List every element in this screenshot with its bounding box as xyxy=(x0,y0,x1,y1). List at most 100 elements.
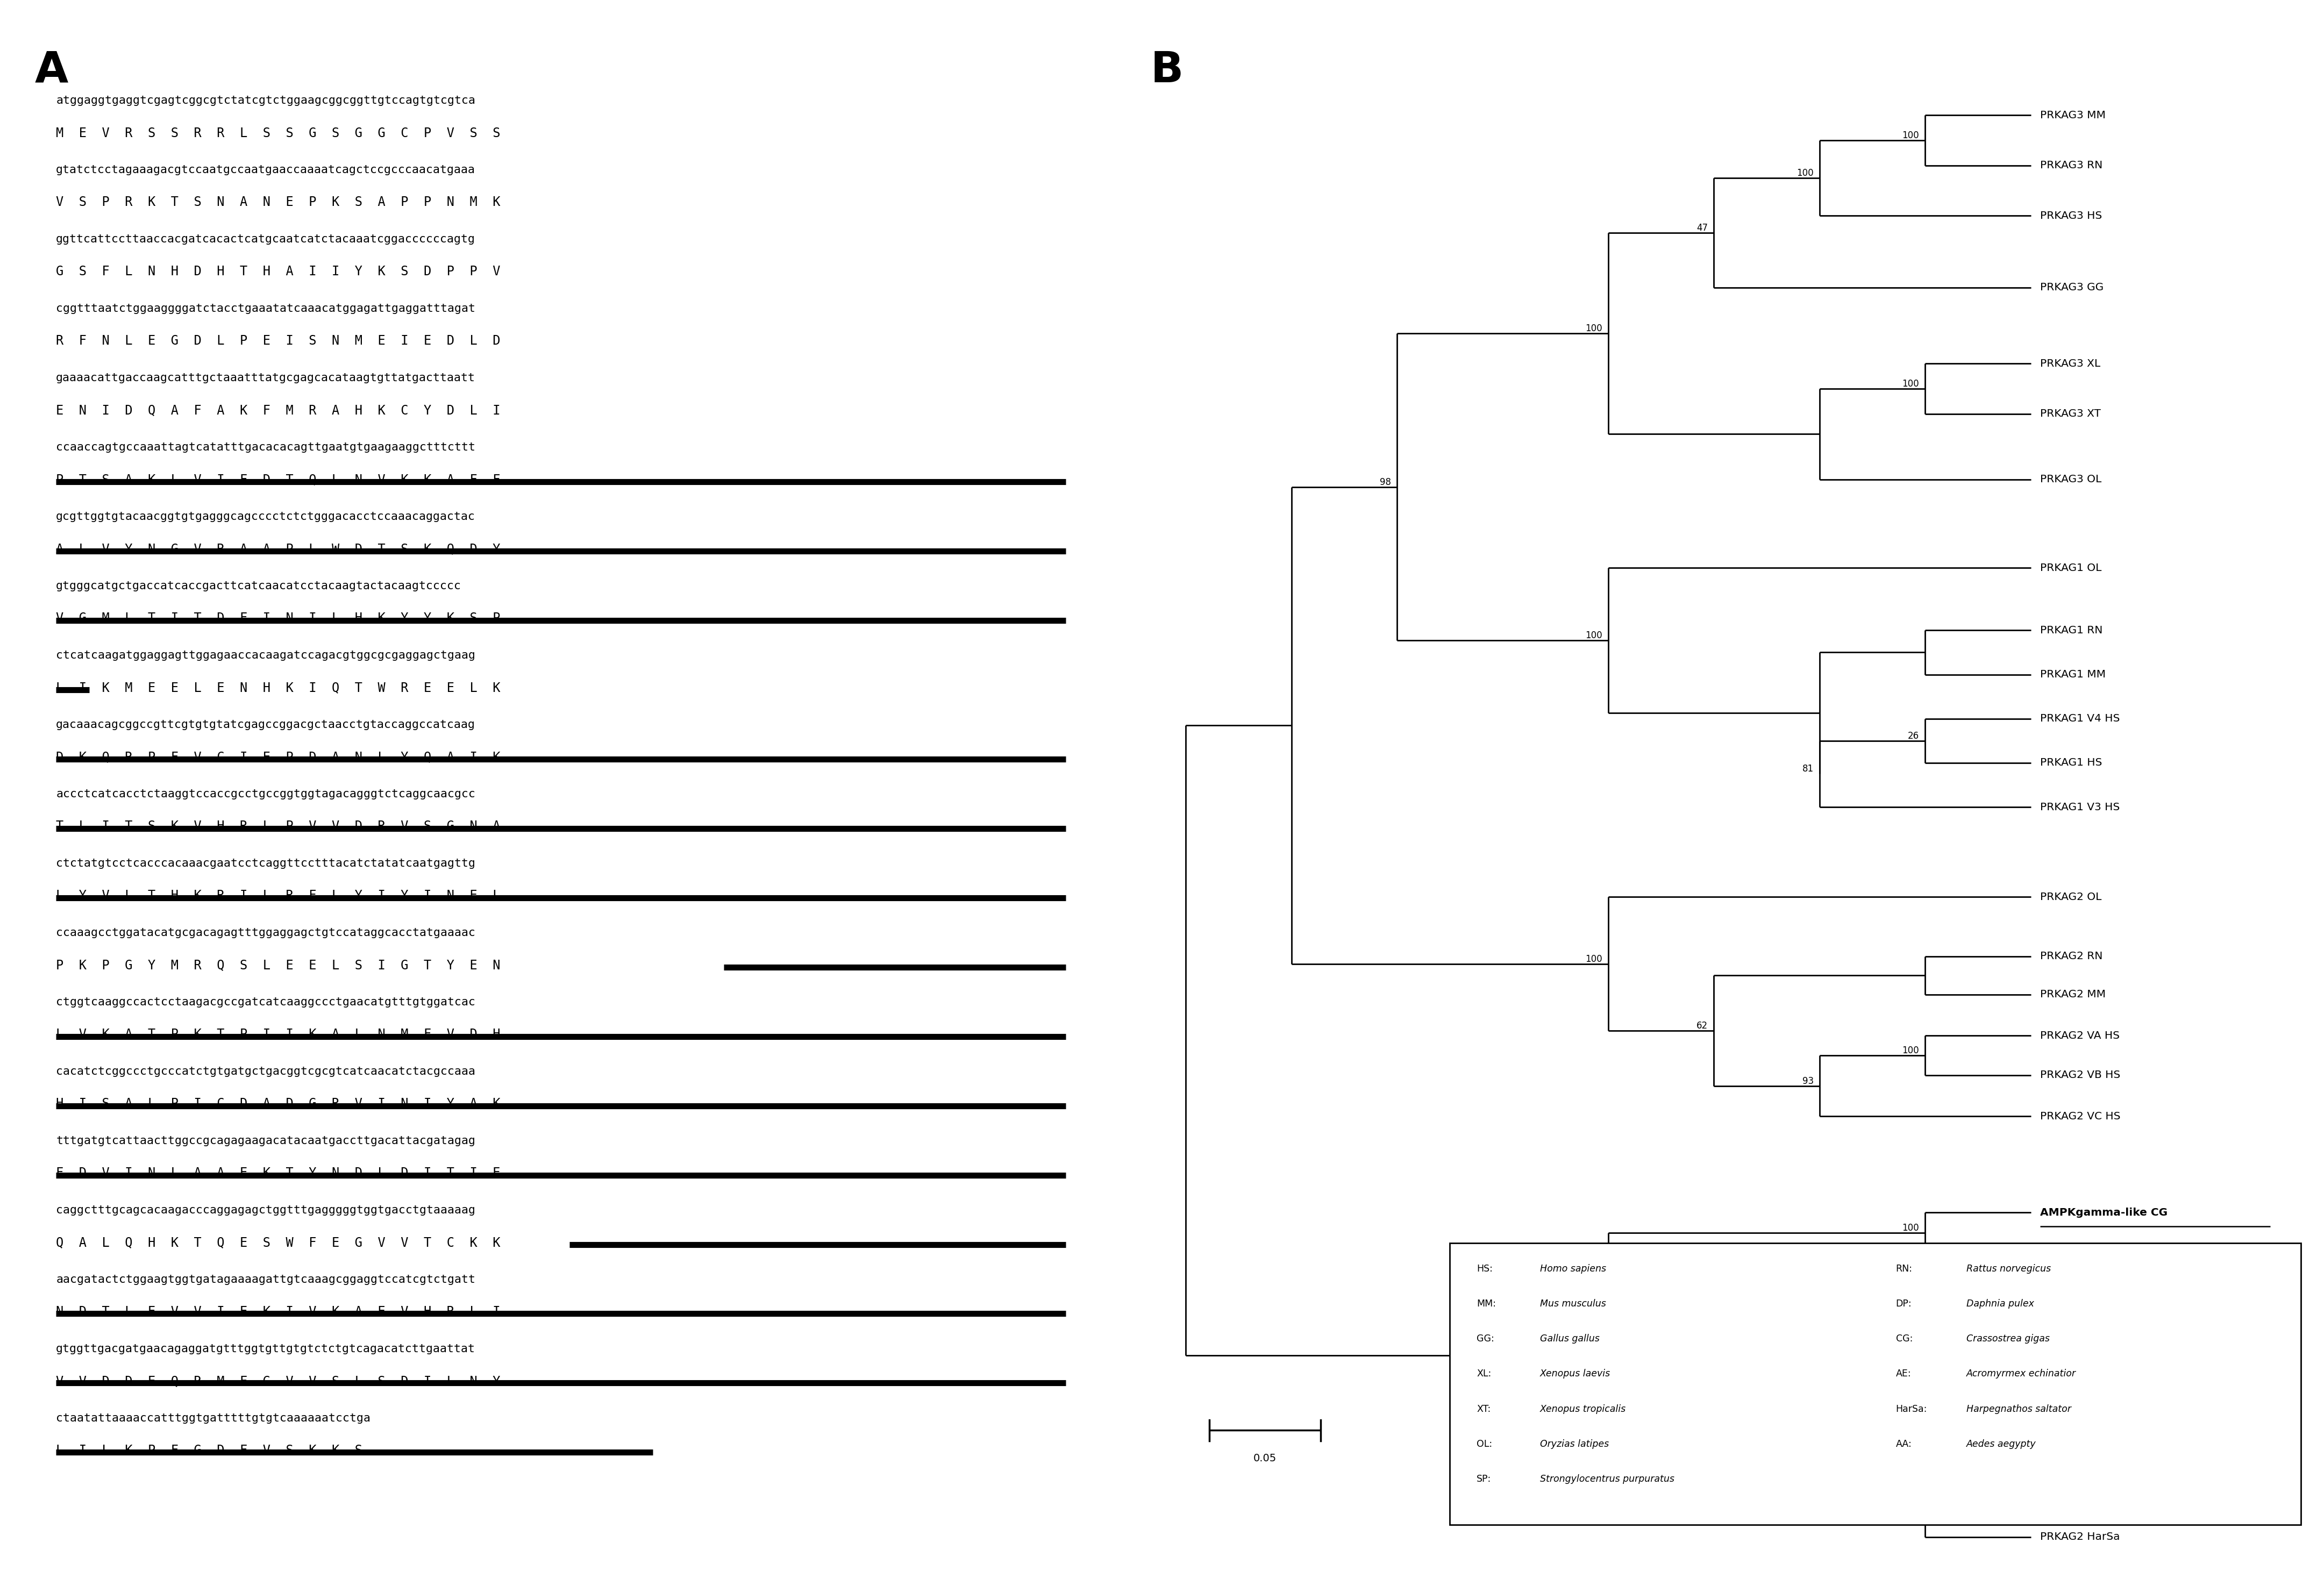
Text: HarSa:: HarSa: xyxy=(1896,1404,1927,1414)
Text: Acromyrmex echinatior: Acromyrmex echinatior xyxy=(1966,1368,2075,1379)
Text: Xenopus laevis: Xenopus laevis xyxy=(1541,1368,1611,1379)
Text: DP:: DP: xyxy=(1896,1299,1913,1309)
Text: gaaaacattgaccaagcatttgctaaatttatgcgagcacataagtgttatgacttaatt: gaaaacattgaccaagcatttgctaaatttatgcgagcac… xyxy=(56,372,476,383)
Text: 100: 100 xyxy=(1585,632,1601,641)
Text: AMPKgamma-like CG: AMPKgamma-like CG xyxy=(2040,1207,2168,1218)
Text: T  L  I  T  S  K  V  H  R  L  P  V  V  D  R  V  S  G  N  A: T L I T S K V H R L P V V D R V S G N A xyxy=(56,820,500,833)
Text: P  K  P  G  Y  M  R  Q  S  L  E  E  L  S  I  G  T  Y  E  N: P K P G Y M R Q S L E E L S I G T Y E N xyxy=(56,958,500,971)
Text: PRKAG3 RN: PRKAG3 RN xyxy=(2040,160,2103,171)
Text: ctcatcaagatggaggagttggagaaccacaagatccagacgtggcgcgaggagctgaag: ctcatcaagatggaggagttggagaaccacaagatccaga… xyxy=(56,650,476,661)
Text: gtatctcctagaaagacgtccaatgccaatgaaccaaaatcagctccgcccaacatgaaa: gtatctcctagaaagacgtccaatgccaatgaaccaaaat… xyxy=(56,165,476,176)
Text: 47: 47 xyxy=(1697,223,1708,233)
Text: ccaaagcctggatacatgcgacagagtttggaggagctgtccataggcacctatgaaaac: ccaaagcctggatacatgcgacagagtttggaggagctgt… xyxy=(56,927,476,938)
Text: P  T  S  A  K  L  V  I  F  D  T  Q  L  N  V  K  K  A  F  F: P T S A K L V I F D T Q L N V K K A F F xyxy=(56,473,500,485)
Text: gacaaacagcggccgttcgtgtgtatcgagccggacgctaacctgtaccaggccatcaag: gacaaacagcggccgttcgtgtgtatcgagccggacgcta… xyxy=(56,720,476,731)
Text: ctggtcaaggccactcctaagacgccgatcatcaaggccctgaacatgtttgtggatcac: ctggtcaaggccactcctaagacgccgatcatcaaggccc… xyxy=(56,996,476,1007)
Text: ctaatattaaaaccatttggtgatttttgtgtcaaaaaatcctga: ctaatattaaaaccatttggtgatttttgtgtcaaaaaat… xyxy=(56,1412,370,1423)
Text: gtgggcatgctgaccatcaccgacttcatcaacatcctacaagtactacaagtccccc: gtgggcatgctgaccatcaccgacttcatcaacatcctac… xyxy=(56,581,462,592)
Text: OL:: OL: xyxy=(1476,1439,1492,1448)
Text: ggttcattccttaaccacgatcacactcatgcaatcatctacaaatcggaccccccagtg: ggttcattccttaaccacgatcacactcatgcaatcatct… xyxy=(56,234,476,245)
Text: accctcatcacctctaaggtccaccgcctgccggtggtagacagggtctcaggcaacgcc: accctcatcacctctaaggtccaccgcctgccggtggtag… xyxy=(56,789,476,800)
Text: 100: 100 xyxy=(1903,379,1920,388)
Text: A: A xyxy=(35,50,67,91)
Text: 100: 100 xyxy=(1796,168,1813,178)
Text: XL:: XL: xyxy=(1476,1368,1492,1379)
Text: Aedes aegypty: Aedes aegypty xyxy=(1966,1439,2036,1448)
Text: PRKAG3 XT: PRKAG3 XT xyxy=(2040,408,2101,419)
Text: Oryzias latipes: Oryzias latipes xyxy=(1541,1439,1608,1448)
Text: PRKAG3 OL: PRKAG3 OL xyxy=(2040,474,2101,484)
Text: N  D  T  L  E  V  V  I  E  K  I  V  K  A  E  V  H  R  L  I: N D T L E V V I E K I V K A E V H R L I xyxy=(56,1306,500,1318)
Text: Gallus gallus: Gallus gallus xyxy=(1541,1334,1599,1343)
Text: Homo sapiens: Homo sapiens xyxy=(1541,1265,1606,1274)
Text: Rattus norvegicus: Rattus norvegicus xyxy=(1966,1265,2050,1274)
Text: HS:: HS: xyxy=(1476,1265,1492,1274)
Text: PRKAG2 MM: PRKAG2 MM xyxy=(2040,990,2106,999)
Text: R  F  N  L  E  G  D  L  P  E  I  S  N  M  E  I  E  D  L  D: R F N L E G D L P E I S N M E I E D L D xyxy=(56,335,500,347)
Text: 62: 62 xyxy=(1697,1021,1708,1031)
Text: XT:: XT: xyxy=(1476,1404,1492,1414)
Text: 100: 100 xyxy=(1585,324,1601,333)
Text: PRKAG2 AE: PRKAG2 AE xyxy=(2040,1492,2101,1502)
Text: RN:: RN: xyxy=(1896,1265,1913,1274)
Text: Q  A  L  Q  H  K  T  Q  E  S  W  F  E  G  V  V  T  C  K  K: Q A L Q H K T Q E S W F E G V V T C K K xyxy=(56,1236,500,1249)
Text: PRKAG3 HS: PRKAG3 HS xyxy=(2040,211,2103,222)
Text: cggtttaatctggaaggggatctacctgaaatatcaaacatggagattgaggatttagat: cggtttaatctggaaggggatctacctgaaatatcaaaca… xyxy=(56,303,476,314)
Text: G  S  F  L  N  H  D  H  T  H  A  I  I  Y  K  S  D  P  P  V: G S F L N H D H T H A I I Y K S D P P V xyxy=(56,265,500,278)
Text: E  N  I  D  Q  A  F  A  K  F  M  R  A  H  K  C  Y  D  L  I: E N I D Q A F A K F M R A H K C Y D L I xyxy=(56,404,500,416)
Text: gtggttgacgatgaacagaggatgtttggtgttgtgtctctgtcagacatcttgaattat: gtggttgacgatgaacagaggatgtttggtgttgtgtctc… xyxy=(56,1343,476,1354)
Text: MM:: MM: xyxy=(1476,1299,1497,1309)
Text: AMPKgamma 2 CG: AMPKgamma 2 CG xyxy=(2040,1249,2143,1258)
Text: PRKAG3 GG: PRKAG3 GG xyxy=(2040,283,2103,292)
Text: ctctatgtcctcacccacaaacgaatcctcaggttcctttacatctatatcaatgagttg: ctctatgtcctcacccacaaacgaatcctcaggttccttt… xyxy=(56,858,476,869)
Text: Harpegnathos saltator: Harpegnathos saltator xyxy=(1966,1404,2071,1414)
Text: cacatctcggccctgcccatctgtgatgctgacggtcgcgtcatcaacatctacgccaaa: cacatctcggccctgcccatctgtgatgctgacggtcgcg… xyxy=(56,1067,476,1076)
Text: PRKAG1 MM: PRKAG1 MM xyxy=(2040,669,2106,680)
Text: GG:: GG: xyxy=(1476,1334,1494,1343)
Text: Crassostrea gigas: Crassostrea gigas xyxy=(1966,1334,2050,1343)
Text: M  E  V  R  S  S  R  R  L  S  S  G  S  G  G  C  P  V  S  S: M E V R S S R R L S S G S G G C P V S S xyxy=(56,127,500,140)
Text: aacgatactctggaagtggtgatagaaaagattgtcaaagcggaggtccatcgtctgatt: aacgatactctggaagtggtgatagaaaagattgtcaaag… xyxy=(56,1274,476,1285)
Text: V  V  D  D  E  Q  R  M  F  G  V  V  S  L  S  D  I  L  N  Y: V V D D E Q R M F G V V S L S D I L N Y xyxy=(56,1375,500,1387)
Text: 46: 46 xyxy=(1592,1265,1601,1274)
Text: PRKAG AA: PRKAG AA xyxy=(2040,1452,2096,1461)
Text: CG:: CG: xyxy=(1896,1334,1913,1343)
Text: 100: 100 xyxy=(1903,1508,1920,1518)
Text: D  K  Q  R  P  F  V  C  I  E  P  D  A  N  L  Y  Q  A  I  K: D K Q R P F V C I E P D A N L Y Q A I K xyxy=(56,751,500,764)
Text: A  L  V  Y  N  G  V  R  A  A  P  L  W  D  T  S  K  Q  D  Y: A L V Y N G V R A A P L W D T S K Q D Y xyxy=(56,542,500,556)
Text: 100: 100 xyxy=(1796,1477,1813,1486)
Text: PRKAG1 OL: PRKAG1 OL xyxy=(2040,562,2101,573)
Text: V  G  M  L  T  I  T  D  F  I  N  I  L  H  K  Y  Y  K  S  P: V G M L T I T D F I N I L H K Y Y K S P xyxy=(56,613,500,625)
Text: 98: 98 xyxy=(1380,478,1392,487)
Text: 100: 100 xyxy=(1903,1046,1920,1056)
Text: PRKAG2 VC HS: PRKAG2 VC HS xyxy=(2040,1111,2119,1122)
Text: H  I  S  A  L  P  I  C  D  A  D  G  R  V  I  N  I  Y  A  K: H I S A L P I C D A D G R V I N I Y A K xyxy=(56,1097,500,1111)
Text: PRKAG1 V4 HS: PRKAG1 V4 HS xyxy=(2040,713,2119,724)
Text: PRKAG2 VA HS: PRKAG2 VA HS xyxy=(2040,1031,2119,1040)
Text: ccaaccagtgccaaattagtcatatttgacacacagttgaatgtgaagaaggctttcttt: ccaaccagtgccaaattagtcatatttgacacacagttga… xyxy=(56,441,476,452)
FancyBboxPatch shape xyxy=(1450,1243,2301,1525)
Text: 100: 100 xyxy=(1480,1346,1497,1356)
Text: PRKAG1 HS: PRKAG1 HS xyxy=(2040,757,2103,768)
Text: 0.05: 0.05 xyxy=(1253,1453,1276,1464)
Text: PRKAG1 RN: PRKAG1 RN xyxy=(2040,625,2103,635)
Text: Daphnia pulex: Daphnia pulex xyxy=(1966,1299,2033,1309)
Text: F  D  V  I  N  L  A  A  E  K  T  Y  N  D  L  D  I  T  I  E: F D V I N L A A E K T Y N D L D I T I E xyxy=(56,1167,500,1180)
Text: PRKAG1 V3 HS: PRKAG1 V3 HS xyxy=(2040,801,2119,812)
Text: PRKAG2 RN: PRKAG2 RN xyxy=(2040,952,2103,961)
Text: PRKAG3 MM: PRKAG3 MM xyxy=(2040,110,2106,121)
Text: PRKAG3 XL: PRKAG3 XL xyxy=(2040,358,2101,369)
Text: 100: 100 xyxy=(1903,1224,1920,1233)
Text: PRKAG2 OL: PRKAG2 OL xyxy=(2040,892,2101,902)
Text: tttgatgtcattaacttggccgcagagaagacatacaatgaccttgacattacgatagag: tttgatgtcattaacttggccgcagagaagacatacaatg… xyxy=(56,1136,476,1147)
Text: L  Y  V  L  T  H  K  R  I  L  R  F  L  Y  I  Y  I  N  E  L: L Y V L T H K R I L R F L Y I Y I N E L xyxy=(56,889,500,902)
Text: 81: 81 xyxy=(1801,764,1813,775)
Text: SP:: SP: xyxy=(1476,1474,1492,1485)
Text: L  I  K  M  E  E  L  E  N  H  K  I  Q  T  W  R  E  E  L  K: L I K M E E L E N H K I Q T W R E E L K xyxy=(56,682,500,694)
Text: AE:: AE: xyxy=(1896,1368,1910,1379)
Text: Xenopus tropicalis: Xenopus tropicalis xyxy=(1541,1404,1627,1414)
Text: gcgttggtgtacaacggtgtgagggcagcccctctctgggacacctccaaacaggactac: gcgttggtgtacaacggtgtgagggcagcccctctctggg… xyxy=(56,512,476,522)
Text: B: B xyxy=(1150,50,1183,91)
Text: L  V  K  A  T  P  K  T  P  I  I  K  A  L  N  M  F  V  D  H: L V K A T P K T P I I K A L N M F V D H xyxy=(56,1027,500,1042)
Text: PRKAG2 VB HS: PRKAG2 VB HS xyxy=(2040,1070,2119,1081)
